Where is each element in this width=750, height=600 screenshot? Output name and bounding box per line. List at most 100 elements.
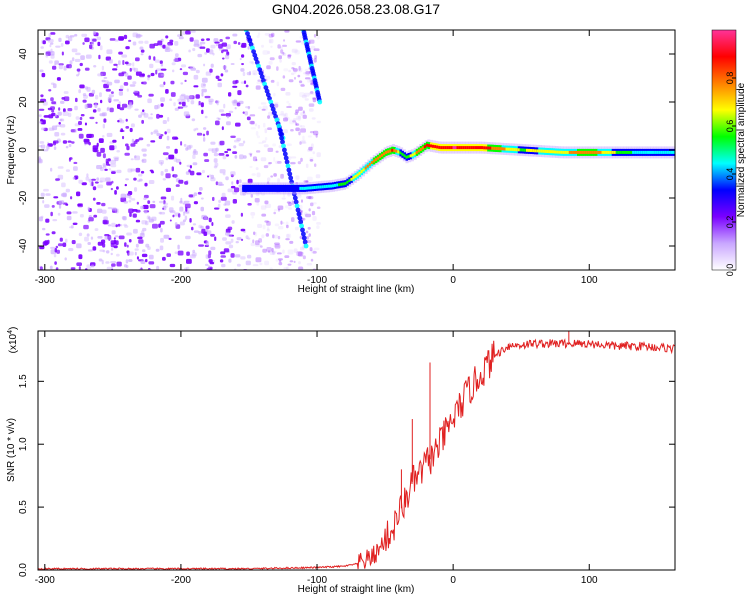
spectrogram-y-tick-label: -40: [18, 238, 29, 253]
noise-cell: [223, 248, 230, 253]
noise-cell: [316, 152, 321, 158]
noise-cell: [160, 227, 163, 233]
noise-cell: [258, 106, 262, 110]
noise-cell: [209, 68, 213, 73]
noise-cell: [307, 148, 313, 152]
noise-cell: [273, 157, 276, 162]
noise-cell: [167, 42, 173, 46]
noise-cell: [189, 37, 194, 42]
noise-cell: [142, 249, 146, 253]
noise-cell: [51, 125, 58, 131]
track-core: [374, 158, 378, 162]
noise-cell: [94, 103, 98, 108]
noise-cell: [119, 85, 124, 91]
noise-cell: [223, 103, 226, 109]
noise-cell: [72, 211, 78, 214]
colorbar-tick-label: 0.8: [725, 72, 735, 85]
noise-cell: [210, 177, 216, 182]
noise-cell: [222, 172, 226, 176]
noise-cell: [70, 224, 74, 229]
streak-point: [279, 135, 284, 141]
noise-cell: [270, 79, 275, 83]
noise-cell: [185, 171, 190, 175]
noise-cell: [147, 116, 153, 120]
noise-cell: [250, 212, 256, 216]
noise-cell: [123, 223, 127, 227]
noise-cell: [233, 40, 237, 45]
noise-cell: [175, 158, 181, 163]
track-core: [309, 186, 312, 190]
noise-cell: [310, 258, 314, 262]
noise-cell: [48, 114, 54, 119]
streak-point: [292, 195, 298, 201]
track-core: [311, 186, 315, 190]
noise-cell: [81, 33, 88, 37]
noise-cell: [255, 257, 262, 263]
streak-point: [274, 117, 280, 123]
track-core: [270, 186, 274, 190]
noise-cell: [156, 133, 161, 137]
noise-cell: [84, 104, 89, 109]
noise-cell: [206, 130, 209, 136]
noise-cell: [228, 234, 234, 237]
track-core: [348, 179, 351, 183]
noise-cell: [96, 165, 103, 170]
noise-cell: [136, 256, 139, 260]
track-core: [338, 183, 341, 187]
track-core: [605, 150, 609, 154]
noise-cell: [95, 121, 98, 124]
noise-cell: [221, 126, 224, 131]
track-core: [550, 150, 553, 154]
noise-cell: [286, 143, 292, 146]
track-core: [562, 150, 566, 154]
noise-cell: [148, 216, 151, 220]
noise-cell: [86, 264, 92, 269]
noise-cell: [64, 257, 67, 261]
noise-cell: [40, 98, 47, 103]
noise-cell: [233, 187, 240, 193]
track-core: [483, 146, 486, 150]
noise-cell: [232, 85, 238, 88]
noise-cell: [94, 228, 99, 231]
noise-cell: [225, 214, 231, 218]
noise-cell: [96, 177, 100, 181]
track-core: [260, 186, 263, 190]
noise-cell: [154, 105, 159, 110]
streak-point: [264, 88, 270, 94]
noise-cell: [118, 60, 121, 66]
track-core: [387, 150, 390, 154]
track-core: [540, 149, 543, 153]
track-core: [603, 150, 606, 154]
noise-cell: [292, 68, 298, 72]
noise-cell: [57, 243, 63, 247]
noise-cell: [282, 249, 285, 254]
noise-cell: [231, 220, 235, 224]
track-core: [313, 186, 317, 189]
noise-cell: [298, 80, 303, 83]
noise-cell: [259, 262, 263, 266]
noise-cell: [50, 32, 56, 35]
noise-cell: [272, 250, 276, 256]
noise-cell: [125, 143, 129, 147]
noise-cell: [128, 199, 132, 203]
noise-cell: [276, 252, 282, 255]
noise-cell: [273, 211, 276, 215]
track-core: [572, 150, 576, 154]
spectrogram-signal-track: [242, 139, 675, 195]
noise-cell: [75, 116, 80, 120]
noise-cell: [283, 267, 289, 270]
noise-cell: [172, 214, 175, 218]
noise-cell: [215, 75, 220, 79]
noise-cell: [208, 217, 212, 223]
noise-cell: [54, 60, 59, 65]
noise-cell: [95, 94, 99, 100]
track-core: [372, 159, 376, 163]
noise-cell: [144, 40, 149, 44]
noise-cell: [78, 254, 83, 260]
noise-cell: [121, 54, 128, 58]
noise-cell: [284, 30, 290, 33]
noise-cell: [84, 122, 87, 126]
noise-cell: [102, 153, 106, 159]
noise-cell: [126, 88, 129, 92]
track-core: [327, 184, 331, 188]
